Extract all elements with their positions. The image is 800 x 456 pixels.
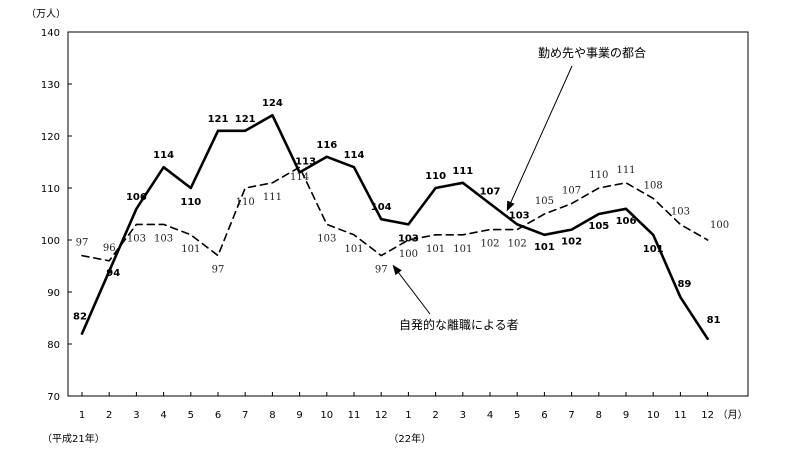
x-unit-label: （月）	[718, 409, 748, 421]
x-tick-label: 3	[133, 410, 139, 421]
data-label-voluntary: 101	[344, 244, 363, 255]
data-label-business: 106	[616, 216, 637, 227]
data-label-business: 89	[677, 279, 691, 290]
annotation-business-reasons: 勤め先や事業の都合	[538, 45, 646, 60]
data-label-voluntary: 101	[426, 244, 445, 255]
data-label-business: 114	[153, 150, 174, 161]
data-label-business: 107	[480, 187, 501, 198]
x-tick-label: 12	[701, 410, 714, 421]
data-label-business: 103	[509, 210, 530, 221]
data-label-voluntary: 101	[181, 244, 200, 255]
data-label-voluntary: 97	[212, 265, 225, 276]
series-layer	[80, 113, 709, 341]
data-label-business: 110	[425, 171, 446, 182]
x-tick-label: 10	[320, 410, 333, 421]
x-tick-label: 1	[405, 410, 411, 421]
x-tick-label: 7	[568, 410, 574, 421]
annotation-arrow-voluntary	[392, 264, 431, 315]
data-label-voluntary: 110	[236, 197, 255, 208]
x-tick-label: 3	[460, 410, 466, 421]
data-label-voluntary: 103	[671, 206, 690, 217]
data-label-voluntary: 105	[535, 196, 554, 207]
data-label-voluntary: 97	[76, 238, 89, 249]
y-tick-label: 70	[47, 392, 60, 403]
data-label-business: 102	[561, 237, 582, 248]
y-unit-label: （万人）	[26, 8, 66, 20]
x-tick-label: 7	[242, 410, 248, 421]
x-tick-label: 6	[215, 410, 221, 421]
x-tick-label: 4	[160, 410, 166, 421]
series-line-business-reasons	[80, 113, 709, 341]
data-label-business: 103	[398, 233, 419, 244]
y-tick-label: 100	[41, 236, 60, 247]
data-label-business: 101	[534, 242, 555, 253]
data-label-voluntary: 103	[154, 233, 173, 244]
y-axis: 70 80 90 100 110 120 130 140 （万人）	[26, 8, 72, 403]
x-tick-label: 8	[596, 410, 602, 421]
x-tick-label: 11	[674, 410, 687, 421]
x-tick-label: 11	[348, 410, 361, 421]
data-label-voluntary: 102	[480, 239, 499, 250]
x-tick-label: 1	[79, 410, 85, 421]
data-label-voluntary: 103	[317, 233, 336, 244]
x-era-label: （22年）	[388, 432, 431, 445]
data-label-voluntary: 96	[103, 243, 116, 254]
data-label-voluntary: 107	[562, 186, 581, 197]
data-label-voluntary: 97	[375, 265, 388, 276]
data-label-voluntary: 103	[127, 233, 146, 244]
data-label-business: 111	[452, 166, 473, 177]
annotation-voluntary-departure: 自発的な離職による者	[399, 317, 519, 332]
data-label-voluntary: 100	[710, 220, 729, 231]
x-tick-label: 5	[514, 410, 520, 421]
data-label-business: 121	[235, 114, 256, 125]
annotation-arrow-business	[506, 65, 573, 212]
x-tick-label: 5	[188, 410, 194, 421]
x-tick-label: 6	[541, 410, 547, 421]
data-label-voluntary: 110	[589, 170, 608, 181]
x-tick-label: 9	[296, 410, 302, 421]
data-label-voluntary: 114	[290, 172, 309, 183]
y-tick-label: 80	[47, 340, 60, 351]
data-label-business: 82	[73, 312, 87, 323]
data-label-business: 113	[295, 156, 316, 167]
plot-area-frame	[67, 31, 749, 397]
data-label-business: 105	[588, 221, 609, 232]
data-label-business: 116	[316, 140, 337, 151]
x-tick-label: 10	[647, 410, 660, 421]
y-tick-label: 130	[41, 80, 60, 91]
x-tick-label: 2	[432, 410, 438, 421]
x-tick-label: 4	[487, 410, 493, 421]
data-label-business: 101	[643, 244, 664, 255]
data-label-voluntary: 111	[616, 165, 635, 176]
data-label-business: 124	[262, 98, 283, 109]
data-label-voluntary: 102	[508, 239, 527, 250]
data-label-business: 114	[344, 150, 365, 161]
x-axis: 1 2 3 4 5 6 7 8 9 10 11 12 1 2 3 4 5 6 7 8 9 10 11 12 （月）（平成21年）…	[42, 392, 748, 445]
y-tick-label: 140	[41, 28, 60, 39]
data-label-business: 106	[126, 192, 147, 203]
data-label-voluntary: 111	[263, 192, 282, 203]
y-tick-label: 110	[41, 184, 60, 195]
data-label-business: 121	[208, 114, 229, 125]
x-tick-label: 2	[106, 410, 112, 421]
data-label-voluntary: 101	[453, 244, 472, 255]
y-tick-label: 120	[41, 132, 60, 143]
data-label-voluntary: 100	[399, 249, 418, 260]
data-label-voluntary: 108	[644, 180, 663, 191]
x-tick-label: 8	[269, 410, 275, 421]
data-label-business: 110	[180, 197, 201, 208]
data-label-business: 94	[106, 268, 120, 279]
x-era-label: （平成21年）	[42, 432, 105, 445]
x-tick-label: 9	[623, 410, 629, 421]
y-tick-label: 90	[47, 288, 60, 299]
data-label-business: 81	[707, 315, 721, 326]
x-tick-label: 12	[375, 410, 388, 421]
series-line-voluntary-departure	[81, 166, 709, 262]
data-label-business: 104	[371, 202, 392, 213]
